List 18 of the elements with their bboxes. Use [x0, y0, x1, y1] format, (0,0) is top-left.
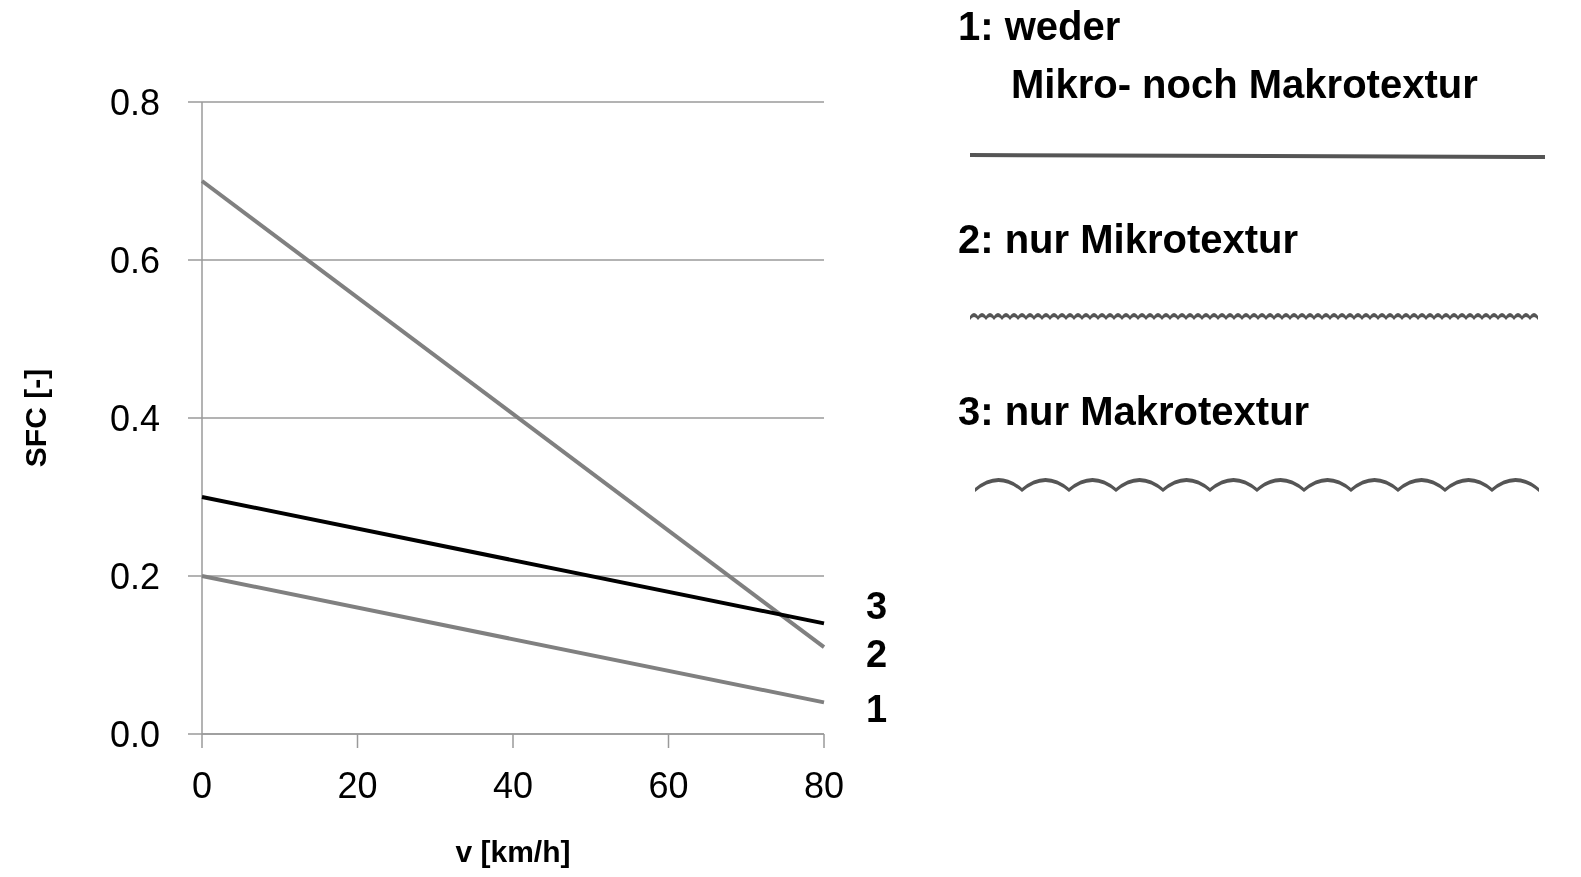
series-label: 2 [866, 633, 888, 676]
y-axis-title: SFC [-] [19, 368, 52, 468]
x-tick-label: 60 [648, 765, 689, 806]
y-tick-label: 0.8 [109, 82, 160, 123]
x-axis-title: v [km/h] [455, 835, 571, 868]
series-label: 3 [866, 585, 888, 628]
y-tick-label: 0.0 [109, 714, 160, 755]
x-tick-label: 0 [191, 765, 213, 806]
x-tick-label: 40 [492, 765, 534, 806]
x-tick-label: 80 [803, 765, 845, 806]
text: 3: nur Makrotextur [958, 389, 1310, 433]
y-tick-label: 0.2 [109, 556, 160, 597]
y-tick-label: 0.4 [109, 398, 160, 439]
series-label: 1 [866, 688, 888, 731]
text: 1: weder Mikro- noch Makrotextur [958, 4, 1478, 106]
text: 2: nur Mikrotextur [958, 217, 1299, 261]
x-tick-label: 20 [337, 765, 378, 806]
y-tick-label: 0.6 [109, 240, 160, 281]
